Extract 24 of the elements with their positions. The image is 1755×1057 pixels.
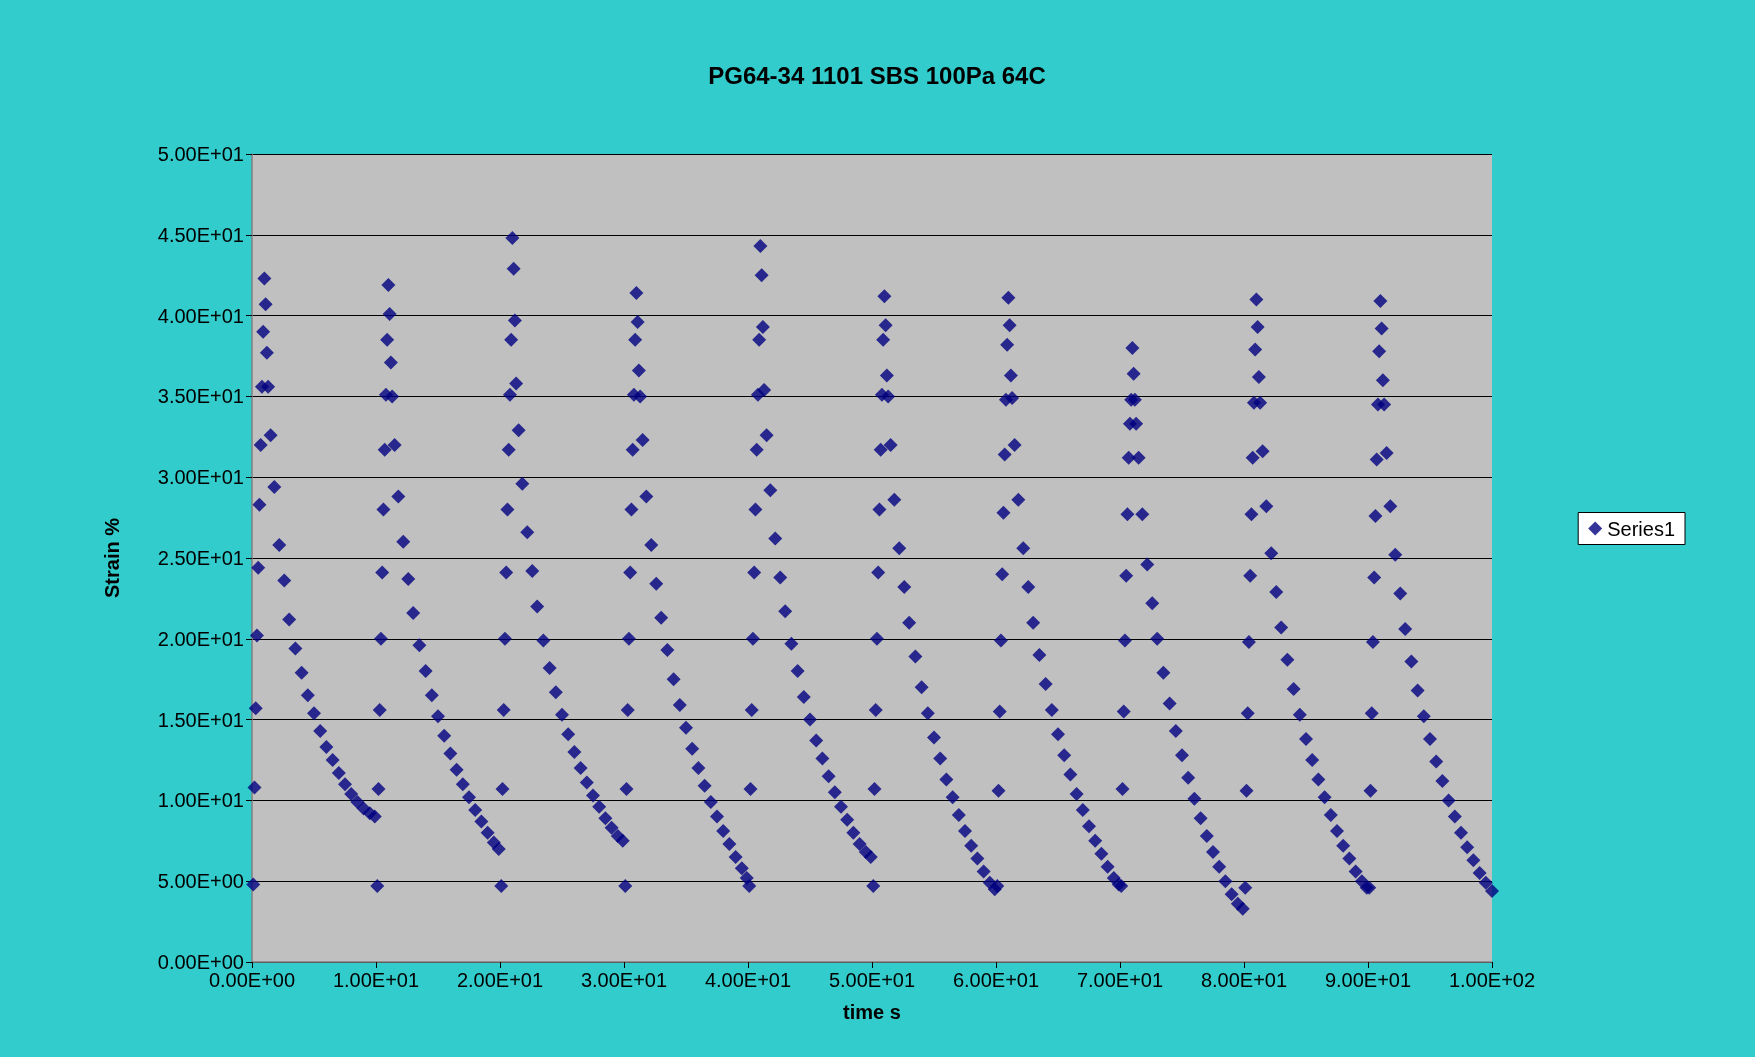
x-axis-title: time s <box>843 1001 901 1023</box>
x-tick-label: 5.00E+01 <box>828 969 916 991</box>
x-tick-label: 8.00E+01 <box>1200 969 1288 991</box>
y-axis-title: Strain % <box>101 517 123 599</box>
y-tick-label: 5.00E+00 <box>157 870 244 893</box>
x-tick-label: 3.00E+01 <box>580 969 668 991</box>
chart-title: PG64-34 1101 SBS 100Pa 64C <box>708 61 1046 89</box>
y-tick-label: 1.00E+01 <box>157 789 244 812</box>
legend-label: Series1 <box>1607 517 1675 540</box>
y-tick-label: 5.00E+01 <box>157 143 244 165</box>
y-tick-label: 2.00E+01 <box>157 627 244 650</box>
x-tick-label: 1.00E+02 <box>1448 969 1536 991</box>
x-tick-label: 1.00E+01 <box>332 969 420 991</box>
x-tick-label: 4.00E+01 <box>704 969 792 991</box>
y-tick-label: 2.50E+01 <box>157 547 244 569</box>
y-tick-label: 4.00E+01 <box>157 304 244 327</box>
x-tick-label: 2.00E+01 <box>456 969 544 991</box>
x-tick-label: 9.00E+01 <box>1324 969 1412 991</box>
y-tick-label: 3.50E+01 <box>157 385 244 408</box>
x-tick-label: 7.00E+01 <box>1076 969 1164 991</box>
x-tick-label: 6.00E+01 <box>952 969 1040 991</box>
y-tick-label: 1.50E+01 <box>157 708 244 731</box>
y-tick-label: 4.50E+01 <box>157 223 244 246</box>
y-tick-label: 3.00E+01 <box>157 466 244 489</box>
